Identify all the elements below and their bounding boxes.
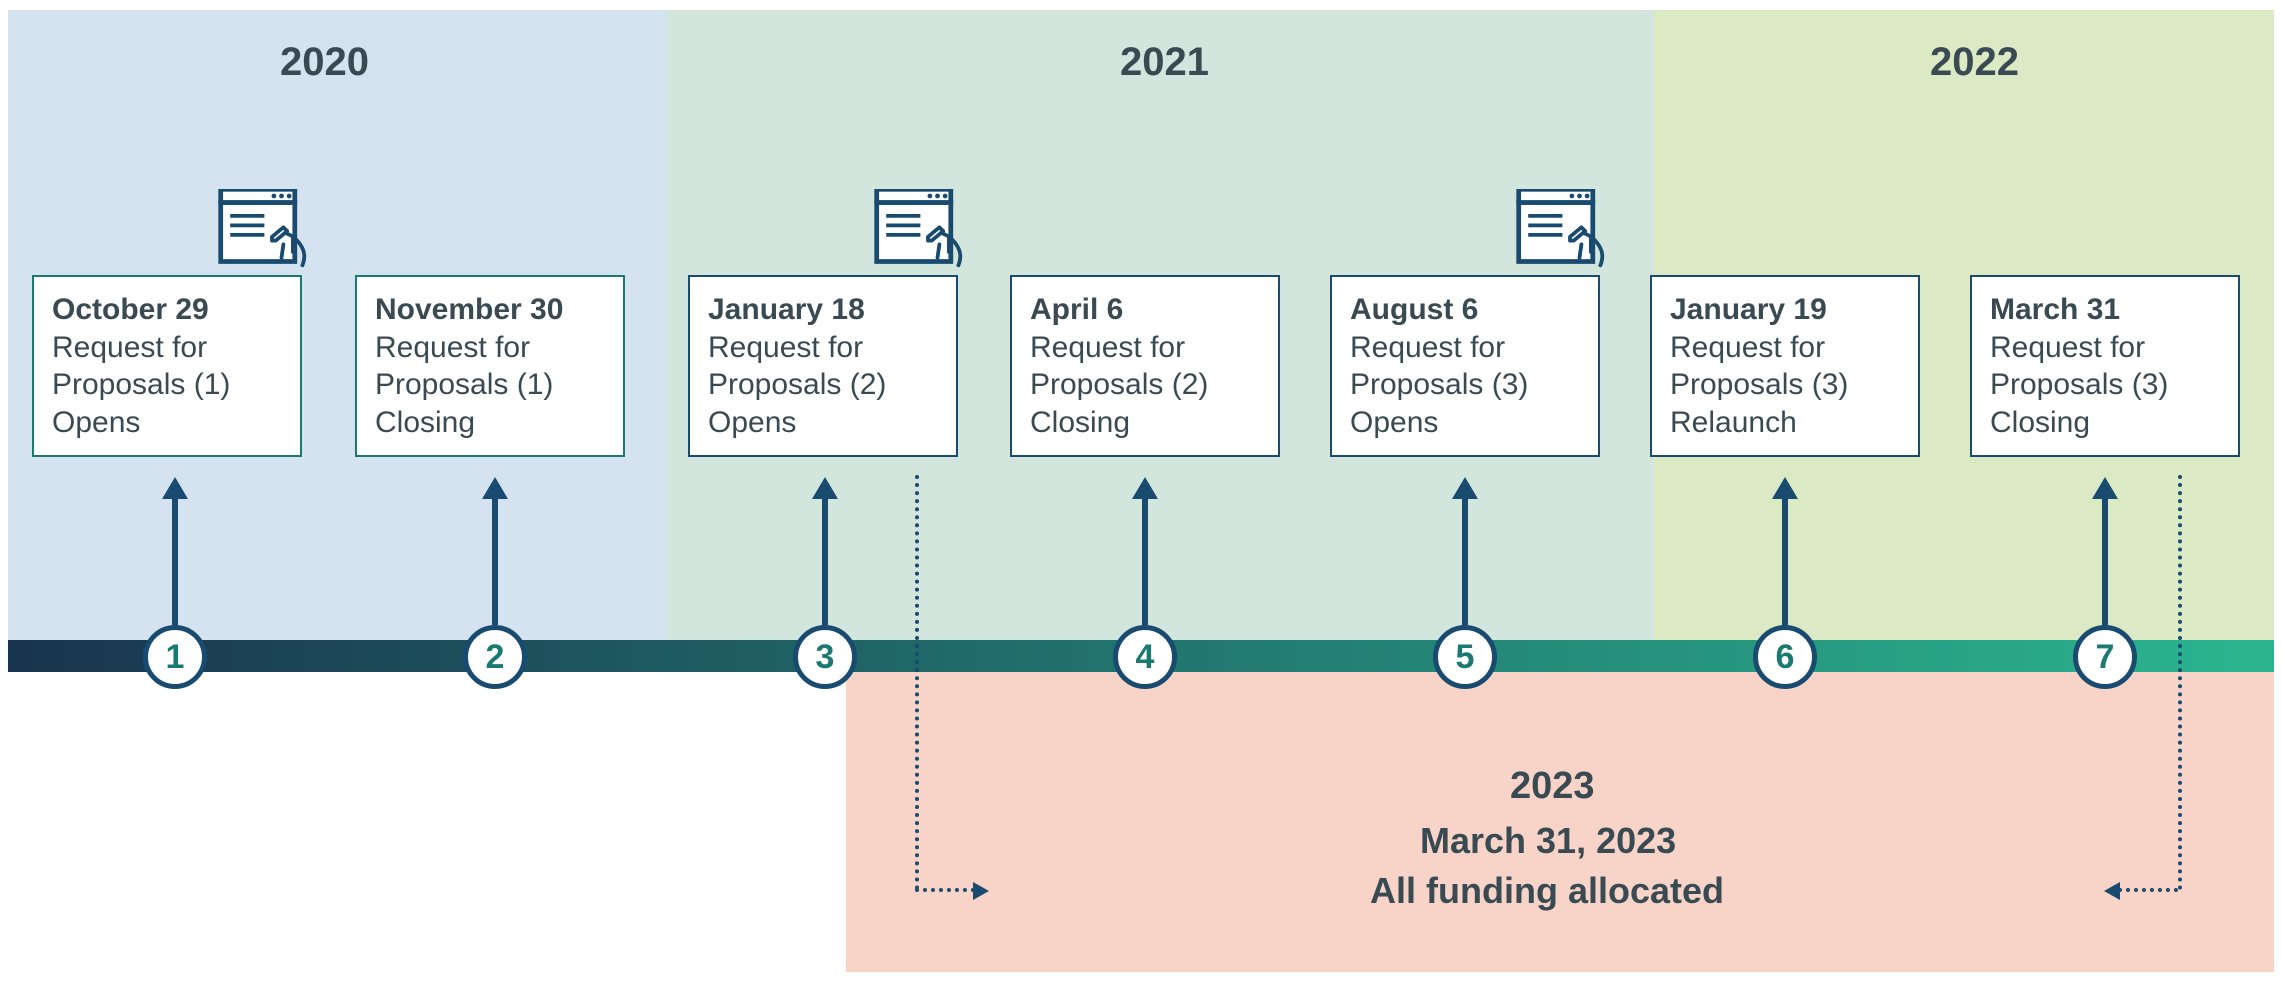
milestone-number: 2 (486, 638, 505, 677)
document-click-icon (215, 189, 310, 277)
milestone-text: Request for Proposals (3) Opens (1350, 331, 1528, 439)
milestone-card-1: October 29Request for Proposals (1) Open… (32, 275, 302, 457)
milestone-card-5: August 6Request for Proposals (3) Opens (1330, 275, 1600, 457)
document-click-icon (1513, 189, 1608, 277)
milestone-node-5: 5 (1433, 625, 1497, 689)
future-text-label: All funding allocated (1370, 870, 1724, 912)
milestone-card-3: January 18Request for Proposals (2) Open… (688, 275, 958, 457)
dotted-line (915, 475, 919, 890)
milestone-card-7: March 31Request for Proposals (3) Closin… (1970, 275, 2240, 457)
dotted-arrow-right (915, 888, 975, 892)
milestone-node-4: 4 (1113, 625, 1177, 689)
milestone-node-7: 7 (2073, 625, 2137, 689)
future-date-label: March 31, 2023 (1420, 820, 1676, 862)
milestone-text: Request for Proposals (1) Opens (52, 331, 230, 439)
year-label-2020: 2020 (280, 40, 369, 85)
milestone-date: November 30 (375, 291, 605, 329)
milestone-card-4: April 6Request for Proposals (2) Closing (1010, 275, 1280, 457)
year-label-2022: 2022 (1930, 40, 2019, 85)
future-year-label: 2023 (1510, 765, 1595, 808)
milestone-arrow (1782, 495, 1788, 625)
milestone-date: January 19 (1670, 291, 1900, 329)
milestone-card-6: January 19Request for Proposals (3) Rela… (1650, 275, 1920, 457)
milestone-arrow (1462, 495, 1468, 625)
milestone-text: Request for Proposals (2) Opens (708, 331, 886, 439)
milestone-arrow (172, 495, 178, 625)
milestone-number: 7 (2096, 638, 2115, 677)
document-click-icon (871, 189, 966, 277)
milestone-arrow (2102, 495, 2108, 625)
milestone-text: Request for Proposals (3) Closing (1990, 331, 2168, 439)
milestone-text: Request for Proposals (2) Closing (1030, 331, 1208, 439)
dotted-arrow-left (2118, 888, 2178, 892)
milestone-node-6: 6 (1753, 625, 1817, 689)
year-label-2021: 2021 (1120, 40, 1209, 85)
milestone-date: April 6 (1030, 291, 1260, 329)
milestone-date: October 29 (52, 291, 282, 329)
milestone-number: 5 (1456, 638, 1475, 677)
milestone-date: August 6 (1350, 291, 1580, 329)
milestone-date: March 31 (1990, 291, 2220, 329)
milestone-date: January 18 (708, 291, 938, 329)
milestone-number: 3 (816, 638, 835, 677)
milestone-number: 4 (1136, 638, 1155, 677)
dotted-line (2178, 475, 2182, 890)
milestone-node-3: 3 (793, 625, 857, 689)
milestone-card-2: November 30Request for Proposals (1) Clo… (355, 275, 625, 457)
milestone-number: 1 (166, 638, 185, 677)
milestone-arrow (492, 495, 498, 625)
milestone-text: Request for Proposals (1) Closing (375, 331, 553, 439)
milestone-arrow (1142, 495, 1148, 625)
milestone-node-2: 2 (463, 625, 527, 689)
milestone-node-1: 1 (143, 625, 207, 689)
milestone-number: 6 (1776, 638, 1795, 677)
milestone-text: Request for Proposals (3) Relaunch (1670, 331, 1848, 439)
milestone-arrow (822, 495, 828, 625)
